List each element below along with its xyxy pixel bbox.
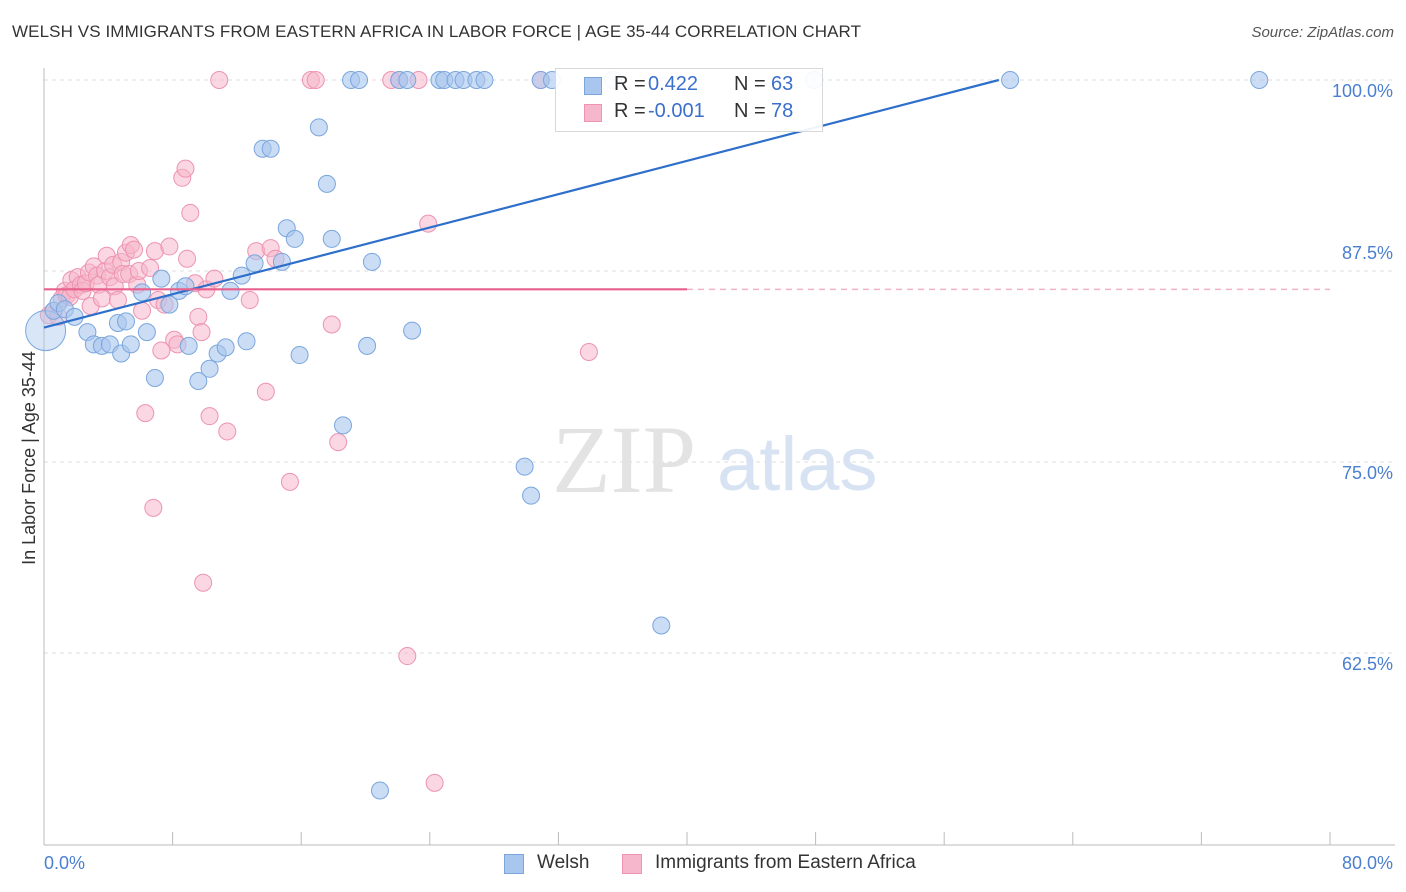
welsh-point — [245, 254, 264, 273]
welsh-point — [515, 457, 534, 476]
welsh-point — [652, 616, 671, 635]
welsh-point — [475, 71, 494, 89]
immigrants-n-label: N = — [734, 100, 766, 122]
welsh-point — [1250, 71, 1269, 89]
welsh-point — [522, 486, 541, 505]
immigrants-point — [218, 422, 237, 441]
immigrants-point — [181, 203, 200, 222]
immigrants-point — [280, 472, 299, 491]
chart-legend: Welsh Immigrants from Eastern Africa — [0, 852, 1406, 878]
trend-lines — [43, 78, 1330, 329]
immigrants-point — [210, 71, 229, 89]
welsh-point — [261, 139, 280, 158]
chart-title: WELSH VS IMMIGRANTS FROM EASTERN AFRICA … — [12, 22, 862, 41]
immigrants-point — [141, 258, 160, 277]
legend-welsh-swatch — [504, 854, 524, 874]
welsh-r-label: R = — [614, 73, 646, 95]
welsh-point — [121, 335, 140, 354]
immigrants-point — [256, 382, 275, 401]
welsh-point — [116, 312, 135, 331]
immigrants-point — [194, 573, 213, 592]
welsh-point — [189, 372, 208, 391]
welsh-point — [179, 336, 198, 355]
welsh-point — [152, 269, 171, 288]
y-tick-label: 62.5% — [1342, 654, 1393, 674]
welsh-point — [322, 229, 341, 248]
axes — [43, 68, 1395, 846]
immigrants-point — [152, 341, 171, 360]
welsh-point — [221, 281, 240, 300]
legend-immigrants-swatch — [622, 854, 642, 874]
immigrants-point — [144, 498, 163, 517]
welsh-point — [145, 368, 164, 387]
legend-welsh-label: Welsh — [537, 852, 590, 873]
welsh-point — [1001, 71, 1020, 89]
welsh-point — [403, 321, 422, 340]
immigrants-point — [136, 404, 155, 423]
gridlines — [44, 79, 1395, 654]
welsh-point — [237, 332, 256, 351]
y-tick-label: 75.0% — [1342, 463, 1393, 483]
x-axis-min-label: 0.0% — [44, 853, 85, 873]
immigrants-point — [178, 249, 197, 268]
welsh-point — [362, 252, 381, 271]
welsh-point — [317, 174, 336, 193]
welsh-point — [285, 229, 304, 248]
source-attribution: Source: ZipAtlas.com — [1251, 24, 1394, 41]
immigrants-point — [329, 433, 348, 452]
immigrants-point — [192, 323, 211, 342]
welsh-point — [370, 781, 389, 800]
welsh-swatch — [584, 77, 602, 95]
immigrants-point — [425, 773, 444, 792]
welsh-point — [309, 118, 328, 137]
welsh-point — [200, 359, 219, 378]
watermark-zip: ZIP — [552, 406, 696, 513]
immigrants-point — [579, 342, 598, 361]
welsh-point — [350, 71, 369, 89]
watermark-atlas: atlas — [717, 422, 878, 507]
correlation-stats-box: R = 0.422 N = 63 R = -0.001 N = 78 — [555, 68, 823, 132]
immigrants-swatch — [584, 104, 602, 122]
welsh-point — [133, 283, 152, 302]
y-tick-label: 87.5% — [1342, 243, 1393, 263]
immigrants-r-value: -0.001 — [648, 100, 705, 122]
welsh-point — [137, 323, 156, 342]
y-tick-labels: 100.0% 87.5% 75.0% 62.5% — [1332, 81, 1393, 674]
welsh-point — [65, 307, 84, 326]
immigrants-point — [240, 291, 259, 310]
welsh-point — [358, 336, 377, 355]
welsh-point — [290, 346, 309, 365]
welsh-point — [398, 71, 417, 89]
welsh-point — [216, 338, 235, 357]
x-axis-max-label: 80.0% — [1342, 853, 1393, 873]
immigrants-point — [125, 240, 144, 259]
immigrants-point — [92, 289, 111, 308]
immigrants-points — [39, 71, 598, 792]
welsh-point — [333, 416, 352, 435]
welsh-r-value: 0.422 — [648, 73, 699, 95]
y-tick-label: 100.0% — [1332, 81, 1393, 101]
immigrants-point — [306, 71, 325, 89]
immigrants-point — [189, 307, 208, 326]
welsh-n-value: 63 — [771, 73, 794, 95]
immigrants-point — [200, 407, 219, 426]
immigrants-point — [398, 647, 417, 666]
watermark: ZIP atlas — [552, 406, 878, 513]
immigrants-point — [176, 159, 195, 178]
immigrants-r-label: R = — [614, 100, 646, 122]
immigrants-point — [322, 315, 341, 334]
legend-immigrants-label: Immigrants from Eastern Africa — [655, 852, 916, 873]
welsh-n-label: N = — [734, 73, 766, 95]
immigrants-point — [160, 237, 179, 256]
immigrants-n-value: 78 — [771, 100, 794, 122]
y-axis-title: In Labor Force | Age 35-44 — [19, 351, 39, 565]
welsh-trend-line — [43, 78, 1000, 329]
